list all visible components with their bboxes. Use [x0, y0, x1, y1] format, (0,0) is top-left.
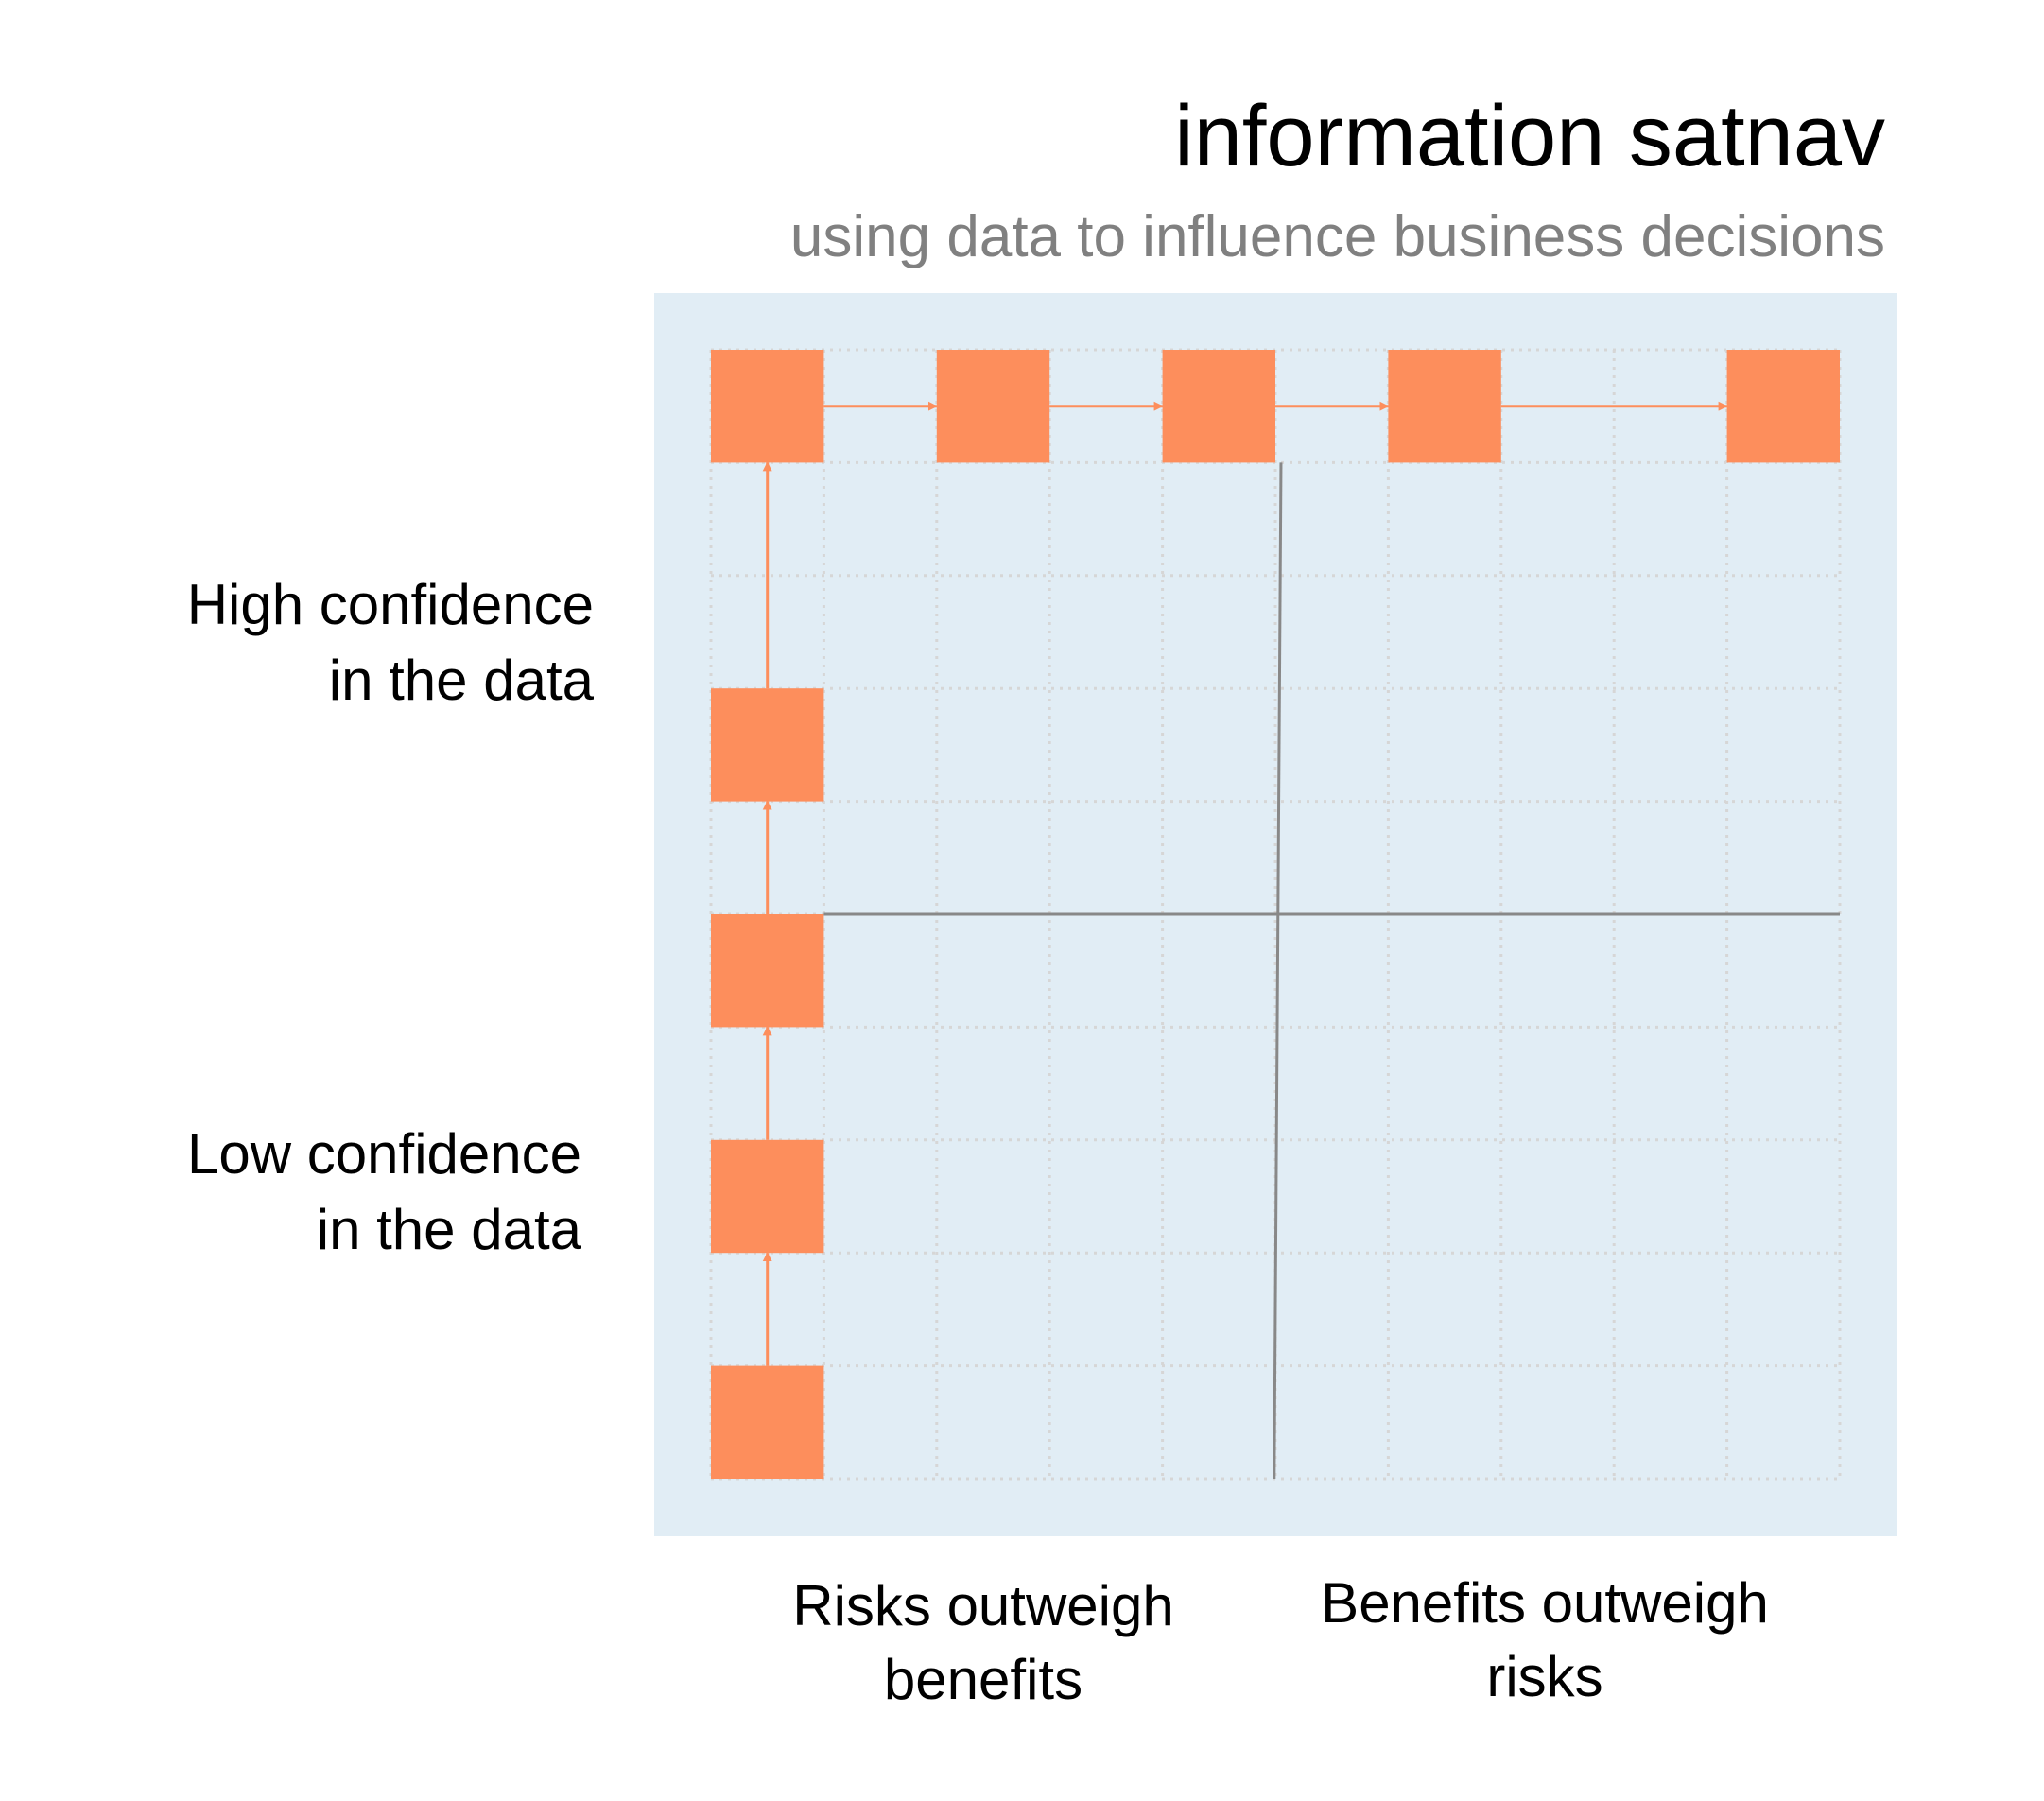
path-arrows: [762, 401, 1728, 1366]
quadrant-divider-vertical: [1273, 462, 1283, 1480]
path-step-box: [711, 688, 824, 802]
y-label-low-confidence: Low confidence in the data: [187, 1122, 581, 1261]
x-label-risks-outweigh-benefits: Risks outweigh benefits: [792, 1574, 1174, 1711]
path-step-box: [1388, 350, 1501, 463]
path-steps: [711, 350, 1840, 1479]
diagram-subtitle: using data to influence business decisio…: [789, 204, 1885, 269]
x-label-benefits-outweigh-risks: Benefits outweigh risks: [1321, 1571, 1769, 1708]
diagram-title: information satnav: [1174, 88, 1885, 184]
path-step-box: [711, 914, 824, 1028]
path-step-box: [1726, 350, 1840, 463]
path-step-box: [1162, 350, 1275, 463]
path-step-box: [711, 1139, 824, 1254]
quadrant-lines: [823, 462, 1840, 1480]
path-step-box: [936, 350, 1050, 463]
path-step-box: [711, 1365, 824, 1479]
y-label-high-confidence: High confidence in the data: [186, 573, 594, 712]
path-step-box: [711, 350, 824, 463]
